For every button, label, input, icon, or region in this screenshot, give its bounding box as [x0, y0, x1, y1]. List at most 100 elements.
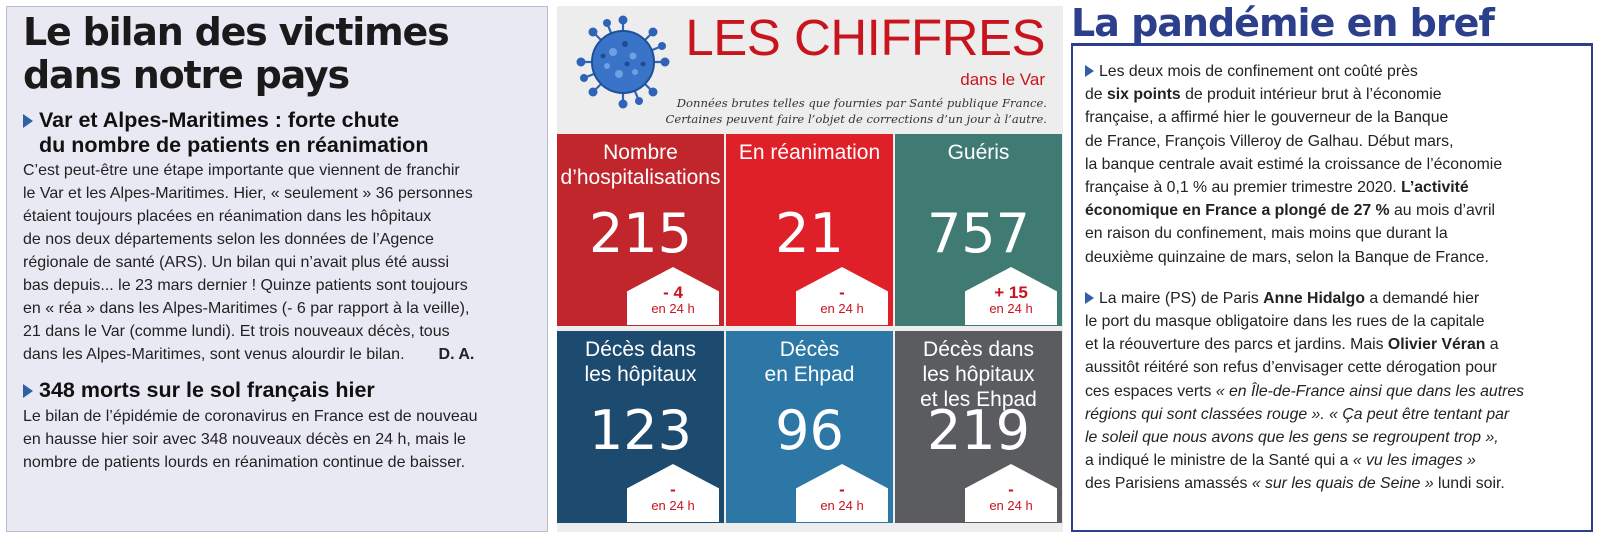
- delta-value: -: [1008, 480, 1014, 499]
- tile-hospitalisations: Nombre d’hospitalisations 215 - 4 en 24 h: [557, 134, 724, 326]
- tile-label: Guéris: [895, 140, 1062, 165]
- body-line: bas depuis... le 23 mars dernier ! Quinz…: [23, 277, 468, 294]
- tile-deces-ehpad: Décès en Ehpad 96 - en 24 h: [726, 331, 893, 523]
- bullet-triangle-icon: [23, 384, 33, 398]
- delta-badge: + 15 en 24 h: [965, 267, 1057, 325]
- brief-line: le port du masque obligatoire dans les r…: [1085, 313, 1485, 331]
- coronavirus-icon: [576, 15, 670, 109]
- tile-value: 219: [926, 399, 1031, 462]
- brief-line: française, a affirmé hier le gouverneur …: [1085, 109, 1449, 127]
- tile-gueris: Guéris 757 + 15 en 24 h: [895, 134, 1062, 326]
- delta-badge: - en 24 h: [796, 267, 888, 325]
- tile-value: 21: [775, 202, 844, 265]
- body-line: Le bilan de l’épidémie de coronavirus en…: [23, 408, 478, 425]
- brief-text: ces espaces verts: [1085, 382, 1216, 400]
- delta-value: -: [839, 283, 845, 302]
- figures-title: LES CHIFFRES: [685, 9, 1045, 66]
- body-line: de nos deux départements selon les donné…: [23, 231, 434, 248]
- delta-period: en 24 h: [651, 498, 695, 513]
- brief-text: Les deux mois de confinement ont coûté p…: [1099, 63, 1418, 80]
- brief-bold: Anne Hidalgo: [1263, 289, 1365, 307]
- body-line: étaient toujours placées en réanimation …: [23, 208, 432, 225]
- brief-line: Les deux mois de confinement ont coûté p…: [1085, 60, 1581, 83]
- tile-deces-total: Décès dans les hôpitaux et les Ehpad 219 -…: [895, 331, 1062, 523]
- brief-line: française à 0,1 % au premier trimestre 2…: [1085, 176, 1581, 199]
- body-line: régionale de santé (ARS). Un bilan qui n…: [23, 254, 450, 271]
- tile-label-line: Guéris: [947, 141, 1010, 164]
- delta-badge: - en 24 h: [627, 464, 719, 522]
- tile-value: 123: [588, 399, 693, 462]
- delta-badge: - en 24 h: [965, 464, 1057, 522]
- brief-line: deuxième quinzaine de mars, selon la Ban…: [1085, 248, 1489, 266]
- delta-period: en 24 h: [820, 498, 864, 513]
- body-line: en hausse hier soir avec 348 nouveaux dé…: [23, 431, 466, 448]
- article2-heading-line: 348 morts sur le sol français hier: [39, 378, 375, 402]
- tile-label-line: en Ehpad: [764, 363, 855, 386]
- figures-note: Données brutes telles que fournies par S…: [647, 95, 1047, 127]
- brief-quote: « sur les quais de Seine »: [1251, 475, 1434, 493]
- brief-quote: « vu les images »: [1352, 452, 1476, 470]
- brief-paragraph-paris: La maire (PS) de Paris Anne Hidalgo a de…: [1085, 287, 1581, 496]
- article1-heading-line: Var et Alpes-Maritimes : forte chute: [39, 108, 400, 132]
- tile-value: 96: [775, 399, 844, 462]
- tile-label-line: En réanimation: [738, 141, 881, 164]
- delta-value: + 15: [994, 283, 1028, 302]
- brief-quote: le soleil que nous avons que les gens se…: [1085, 429, 1499, 447]
- delta-value: -: [670, 480, 676, 499]
- delta-period: en 24 h: [989, 498, 1033, 513]
- delta-value: -: [839, 480, 845, 499]
- delta-period: en 24 h: [989, 301, 1033, 316]
- article1-heading-line: du nombre de patients en réanimation: [39, 133, 429, 157]
- tile-value: 757: [926, 202, 1031, 265]
- tile-label: En réanimation: [726, 140, 893, 165]
- delta-period: en 24 h: [651, 301, 695, 316]
- bullet-triangle-icon: [23, 114, 33, 128]
- brief-title: La pandémie en bref: [1071, 1, 1495, 45]
- brief-box: Les deux mois de confinement ont coûté p…: [1071, 43, 1593, 532]
- brief-text: La maire (PS) de Paris: [1099, 289, 1264, 307]
- brief-bold: Olivier Véran: [1387, 336, 1486, 354]
- brief-line: de six points de produit intérieur brut …: [1085, 86, 1442, 104]
- body-line: en « réa » dans les Alpes-Maritimes (- 6…: [23, 300, 470, 317]
- left-title: Le bilan des victimes dans notre pays: [23, 11, 535, 97]
- tile-value: 215: [588, 202, 693, 265]
- figures-subtitle: dans le Var: [960, 70, 1045, 89]
- brief-text: a indiqué le ministre de la Santé qui a: [1085, 452, 1353, 470]
- figures-panel: LES CHIFFRES dans le Var Données brutes …: [557, 6, 1063, 532]
- brief-bold: six points: [1106, 86, 1181, 104]
- tile-label-line: d’hospitalisations: [560, 166, 721, 189]
- tile-label: Décès dans les hôpitaux: [557, 337, 724, 387]
- body-line: le Var et les Alpes-Maritimes. Hier, « s…: [23, 185, 473, 202]
- brief-text: a: [1485, 336, 1499, 354]
- delta-period: en 24 h: [820, 301, 864, 316]
- brief-bold: L’activité: [1401, 179, 1469, 197]
- brief-line: économique en France a plongé de 27 % au…: [1085, 199, 1581, 222]
- article1-heading: Var et Alpes-Maritimes : forte chute du …: [23, 108, 535, 158]
- body-line: 21 dans le Var (comme lundi). Et trois n…: [23, 323, 450, 340]
- brief-line: a indiqué le ministre de la Santé qui a …: [1085, 449, 1581, 472]
- delta-value: - 4: [663, 283, 683, 302]
- tile-reanimation: En réanimation 21 - en 24 h: [726, 134, 893, 326]
- brief-text: lundi soir.: [1433, 475, 1505, 493]
- tile-label-line: Décès: [779, 338, 840, 361]
- tile-label: Nombre d’hospitalisations: [557, 140, 724, 190]
- author-signature: D. A.: [438, 346, 475, 363]
- brief-line: La maire (PS) de Paris Anne Hidalgo a de…: [1085, 287, 1581, 310]
- brief-line: régions qui sont classées rouge ». « Ça …: [1085, 403, 1581, 426]
- bullet-triangle-icon: [1085, 291, 1094, 304]
- brief-text: a demandé hier: [1364, 289, 1480, 307]
- brief-quote: « Ça peut être tentant par: [1329, 405, 1510, 423]
- body-line-text: dans les Alpes-Maritimes, sont venus alo…: [23, 346, 405, 363]
- tile-label: Décès en Ehpad: [726, 337, 893, 387]
- tile-label-line: les hôpitaux: [584, 363, 697, 386]
- note-line: Certaines peuvent faire l’objet de corre…: [665, 112, 1047, 126]
- brief-line: en raison du confinement, mais moins que…: [1085, 225, 1448, 243]
- tile-label-line: les hôpitaux: [922, 363, 1035, 386]
- bullet-triangle-icon: [1085, 65, 1094, 77]
- brief-line: et la réouverture des parcs et jardins. …: [1085, 333, 1581, 356]
- brief-line: des Parisiens amassés « sur les quais de…: [1085, 472, 1581, 495]
- brief-text: au mois d’avril: [1389, 202, 1495, 220]
- brief-text: française à 0,1 % au premier trimestre 2…: [1085, 179, 1402, 197]
- tile-label-line: Décès dans: [585, 338, 696, 361]
- left-title-line: Le bilan des victimes: [23, 10, 450, 54]
